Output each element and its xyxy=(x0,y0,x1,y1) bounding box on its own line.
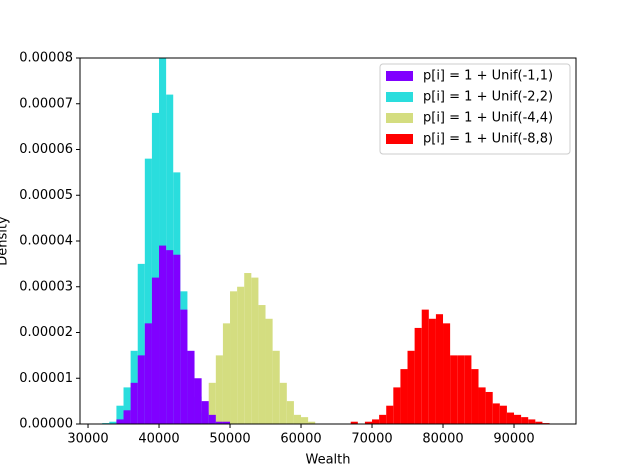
histogram-bar xyxy=(514,414,522,424)
y-tick-label: 0.00006 xyxy=(19,142,73,157)
histogram-bar xyxy=(159,245,167,424)
y-tick-label: 0.00007 xyxy=(19,96,73,111)
legend: p[i] = 1 + Unif(-1,1) p[i] = 1 + Unif(-2,… xyxy=(379,63,571,155)
histogram-bar xyxy=(208,414,216,424)
histogram-bar xyxy=(222,421,231,424)
histogram-bar xyxy=(400,369,408,424)
histogram-bar xyxy=(130,382,138,424)
histogram-bar xyxy=(386,405,394,424)
histogram-bar xyxy=(407,350,415,424)
legend-label: p[i] = 1 + Unif(-4,4) xyxy=(423,111,553,126)
x-axis-label: Wealth xyxy=(305,453,350,468)
histogram-bar xyxy=(251,277,259,424)
y-tick-label: 0.00008 xyxy=(19,51,73,66)
histogram-bar xyxy=(471,369,479,424)
histogram-bar xyxy=(506,412,515,424)
y-tick-label: 0.00001 xyxy=(19,371,73,386)
histogram-bar xyxy=(364,421,373,424)
histogram-bar xyxy=(194,378,202,424)
x-tick-label: 80000 xyxy=(422,432,463,447)
histogram-bar xyxy=(428,318,436,424)
histogram-bar xyxy=(521,417,529,424)
histogram-bar xyxy=(180,309,188,424)
x-tick-label: 40000 xyxy=(138,432,179,447)
histogram-bar xyxy=(272,350,280,424)
histogram-bar xyxy=(166,250,174,424)
histogram-bar xyxy=(144,323,152,424)
histogram-bar xyxy=(286,401,294,424)
histogram-bar xyxy=(173,254,181,424)
histogram-bar xyxy=(478,387,486,424)
legend-swatch xyxy=(386,113,413,123)
histogram-bar xyxy=(201,401,209,424)
legend-swatch xyxy=(386,134,413,144)
histogram-bar xyxy=(258,305,266,424)
legend-label: p[i] = 1 + Unif(-1,1) xyxy=(423,69,553,84)
y-tick-label: 0.00004 xyxy=(19,234,73,249)
histogram-bar xyxy=(215,355,223,424)
histogram-bar xyxy=(187,350,195,424)
histogram-bar xyxy=(492,403,500,424)
histogram-bar xyxy=(137,355,145,424)
x-tick-label: 90000 xyxy=(493,432,534,447)
histogram-bar xyxy=(116,419,124,424)
histogram-bar xyxy=(414,327,422,424)
histogram-bar xyxy=(137,263,145,424)
x-tick-label: 30000 xyxy=(67,432,108,447)
histogram-bar xyxy=(279,382,287,424)
histogram-bar xyxy=(244,273,252,424)
histogram-bar xyxy=(123,387,131,424)
histogram-bar xyxy=(393,387,401,424)
legend-swatch xyxy=(386,92,413,102)
histogram-bar xyxy=(464,355,472,424)
histogram-bar xyxy=(265,318,273,424)
histogram-bar xyxy=(208,382,216,424)
histogram-bar xyxy=(230,291,238,424)
y-tick-label: 0.00003 xyxy=(19,279,73,294)
histogram-bar xyxy=(350,421,358,424)
x-tick-label: 70000 xyxy=(351,432,392,447)
histogram-bar xyxy=(457,355,465,424)
y-tick-label: 0.00005 xyxy=(19,188,73,203)
histogram-bar xyxy=(379,414,387,424)
histogram-bar xyxy=(109,421,117,424)
histogram-bar xyxy=(443,323,451,424)
histogram-bar xyxy=(159,58,167,424)
legend-swatch xyxy=(386,71,413,81)
legend-label: p[i] = 1 + Unif(-8,8) xyxy=(423,132,553,147)
legend-box xyxy=(379,63,571,155)
legend-label: p[i] = 1 + Unif(-2,2) xyxy=(423,90,553,105)
histogram-bar xyxy=(151,112,160,425)
y-axis-label: Density xyxy=(0,216,11,266)
histogram-bar xyxy=(144,158,152,424)
histogram-bar xyxy=(151,277,160,424)
histogram-bar xyxy=(308,421,316,424)
histogram-bar xyxy=(222,323,231,424)
histogram-bar xyxy=(450,355,458,424)
histogram-bar xyxy=(293,414,302,424)
histogram-bar xyxy=(372,419,380,424)
x-tick-label: 50000 xyxy=(209,432,250,447)
x-tick-label: 60000 xyxy=(280,432,321,447)
histogram-bar xyxy=(485,391,493,424)
histogram-bar xyxy=(535,421,543,424)
histogram-bar xyxy=(301,417,309,424)
histogram-bar xyxy=(421,309,429,424)
y-tick-label: 0.00000 xyxy=(19,417,73,432)
histogram-bar xyxy=(528,419,536,424)
y-tick-label: 0.00002 xyxy=(19,325,73,340)
histogram-bar xyxy=(215,421,223,424)
histogram-bar xyxy=(435,314,444,424)
histogram-bar xyxy=(116,405,124,424)
histogram-bar xyxy=(237,286,245,424)
histogram-bar xyxy=(123,410,131,424)
histogram-bar xyxy=(499,405,507,424)
